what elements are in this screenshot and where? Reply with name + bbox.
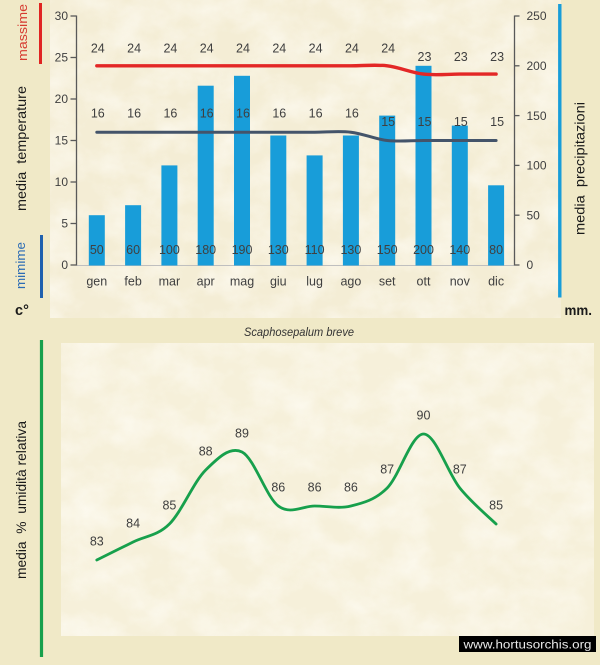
svg-text:24: 24 [236, 42, 250, 56]
svg-text:15: 15 [418, 115, 432, 129]
svg-text:87: 87 [453, 462, 467, 476]
svg-text:200: 200 [413, 243, 434, 257]
svg-text:24: 24 [91, 42, 105, 56]
svg-text:16: 16 [236, 107, 250, 121]
svg-text:190: 190 [232, 243, 253, 257]
svg-text:16: 16 [272, 107, 286, 121]
svg-text:apr: apr [197, 274, 215, 288]
svg-text:24: 24 [200, 42, 214, 56]
svg-text:110: 110 [305, 243, 325, 257]
svg-text:0: 0 [527, 258, 534, 272]
svg-text:24: 24 [127, 42, 141, 56]
svg-text:130: 130 [268, 243, 289, 257]
svg-text:c°: c° [15, 303, 29, 319]
svg-text:24: 24 [309, 42, 323, 56]
svg-text:86: 86 [344, 480, 358, 494]
svg-text:feb: feb [124, 274, 141, 288]
svg-text:250: 250 [527, 9, 547, 23]
svg-text:50: 50 [90, 243, 104, 257]
svg-text:10: 10 [55, 175, 69, 189]
svg-text:16: 16 [345, 107, 359, 121]
svg-text:Scaphosepalum breve: Scaphosepalum breve [244, 325, 354, 339]
svg-text:89: 89 [235, 426, 249, 440]
svg-text:130: 130 [340, 243, 361, 257]
svg-text:150: 150 [527, 109, 547, 123]
svg-text:16: 16 [91, 107, 105, 121]
svg-text:83: 83 [90, 534, 104, 548]
svg-text:lug: lug [306, 274, 323, 288]
svg-text:www.hortusorchis.org: www.hortusorchis.org [462, 640, 591, 652]
svg-text:100: 100 [159, 243, 180, 257]
svg-text:180: 180 [195, 243, 216, 257]
svg-text:88: 88 [199, 444, 213, 458]
svg-text:16: 16 [163, 107, 177, 121]
svg-text:60: 60 [126, 243, 140, 257]
svg-text:15: 15 [490, 115, 504, 129]
svg-text:23: 23 [490, 50, 504, 64]
svg-text:24: 24 [163, 42, 177, 56]
svg-text:15: 15 [55, 134, 69, 148]
svg-text:media precipitazioni: media precipitazioni [573, 102, 588, 235]
svg-text:gen: gen [86, 274, 107, 288]
svg-text:84: 84 [126, 516, 140, 530]
svg-text:16: 16 [309, 107, 323, 121]
svg-text:mag: mag [230, 274, 254, 288]
svg-text:25: 25 [55, 51, 69, 65]
svg-text:massime: massime [15, 4, 30, 61]
svg-text:30: 30 [55, 9, 69, 23]
svg-text:mar: mar [159, 274, 181, 288]
svg-text:16: 16 [200, 107, 214, 121]
svg-text:media % umidità relativa: media % umidità relativa [14, 421, 29, 579]
svg-text:85: 85 [489, 498, 503, 512]
svg-text:ago: ago [340, 274, 361, 288]
svg-text:ott: ott [417, 274, 431, 288]
svg-text:0: 0 [61, 258, 68, 272]
svg-text:20: 20 [55, 92, 69, 106]
svg-text:24: 24 [381, 42, 395, 56]
svg-text:nov: nov [450, 274, 471, 288]
svg-text:90: 90 [417, 408, 431, 422]
svg-text:set: set [379, 274, 396, 288]
svg-text:86: 86 [271, 480, 285, 494]
svg-text:16: 16 [127, 107, 141, 121]
svg-text:24: 24 [345, 42, 359, 56]
svg-text:5: 5 [61, 217, 68, 231]
svg-text:200: 200 [527, 59, 547, 73]
svg-text:23: 23 [418, 50, 432, 64]
svg-text:80: 80 [489, 243, 503, 257]
svg-text:87: 87 [380, 462, 394, 476]
svg-text:mm.: mm. [565, 302, 593, 318]
svg-text:giu: giu [270, 274, 287, 288]
svg-text:24: 24 [272, 42, 286, 56]
svg-text:dic: dic [488, 274, 504, 288]
svg-text:mimime: mimime [13, 242, 28, 289]
svg-text:85: 85 [162, 498, 176, 512]
svg-text:100: 100 [527, 159, 547, 173]
svg-text:15: 15 [381, 115, 395, 129]
svg-text:50: 50 [527, 208, 541, 222]
svg-text:86: 86 [308, 480, 322, 494]
svg-text:15: 15 [454, 115, 468, 129]
svg-text:150: 150 [377, 243, 398, 257]
svg-text:23: 23 [454, 50, 468, 64]
svg-text:media temperature: media temperature [13, 86, 29, 211]
svg-text:140: 140 [449, 243, 470, 257]
